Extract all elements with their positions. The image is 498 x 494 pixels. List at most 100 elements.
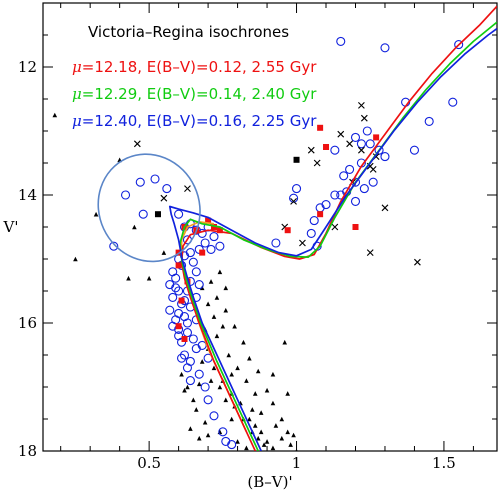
triangle-point (291, 432, 296, 438)
cross-point (358, 146, 365, 154)
triangle-point (211, 365, 217, 371)
triangle-point (235, 365, 240, 371)
red-square-point (199, 249, 206, 256)
triangle-point (220, 323, 226, 329)
triangle-point (132, 224, 137, 230)
open-circle-point (191, 267, 201, 277)
cross-point (414, 258, 421, 266)
triangle-point (223, 397, 229, 403)
isochrone-line-orange (180, 221, 248, 433)
open-circle-point (185, 376, 195, 386)
triangle-point (208, 279, 214, 284)
triangle-point (255, 368, 261, 374)
open-circle-point (138, 209, 148, 219)
red-square-point (205, 217, 212, 224)
legend-green: μ=12.29, E(B–V)=0.14, 2.40 Gyr (72, 85, 317, 103)
open-circle-point (150, 174, 160, 184)
legend-blue: μ=12.40, E(B–V)=0.16, 2.25 Gyr (72, 112, 317, 130)
red-square-point (181, 336, 188, 342)
cross-point (290, 198, 297, 205)
open-circle-point (206, 244, 216, 254)
y-tick-label: 18 (18, 442, 37, 460)
open-circle-point (380, 152, 390, 162)
red-square-point (323, 144, 330, 150)
cross-point (160, 194, 168, 202)
open-circle-point (203, 395, 213, 405)
open-circle-point (209, 232, 219, 242)
open-circle-point (165, 305, 175, 315)
triangle-point (223, 307, 229, 313)
triangle-point (217, 429, 223, 435)
open-circle-point (188, 334, 198, 344)
triangle-point (261, 442, 267, 447)
triangle-point (244, 378, 249, 383)
cross-point (299, 239, 306, 247)
triangle-point (126, 275, 131, 281)
red-square-point (373, 134, 380, 141)
open-circle-point (330, 145, 340, 155)
open-circle-point (174, 286, 184, 296)
legend-blue-mu: μ (72, 112, 82, 130)
triangle-point (191, 397, 196, 403)
red-square-point (317, 124, 324, 131)
triangle-point (235, 439, 240, 444)
open-circle-point (174, 331, 184, 341)
open-circle-point (306, 228, 316, 238)
open-circle-point (454, 40, 464, 50)
open-circle-point (179, 350, 190, 360)
triangle-point (229, 371, 234, 377)
open-circle-point (339, 171, 349, 181)
open-circle-point (336, 36, 346, 46)
triangle-point (146, 275, 152, 281)
triangle-point (258, 429, 264, 435)
cross-point (307, 146, 315, 154)
triangle-point (241, 339, 246, 345)
open-circle-point (368, 177, 378, 187)
open-circle-point (120, 190, 131, 200)
open-circle-point (345, 164, 355, 174)
open-circle-point (174, 308, 184, 318)
legend-green-mu: μ (72, 85, 82, 103)
triangle-point (244, 445, 249, 451)
open-circle-point (185, 356, 195, 366)
open-circle-point (359, 184, 369, 194)
cross-point (366, 249, 374, 256)
triangle-point (208, 378, 214, 383)
triangle-point (211, 314, 217, 319)
chart-title: Victoria–Regina isochrones (88, 23, 289, 41)
triangle-point (250, 407, 255, 412)
black-square-point (293, 156, 300, 163)
open-circle-point (177, 353, 187, 363)
black-square-point (154, 211, 161, 218)
legend-green-text: =12.29, E(B–V)=0.14, 2.40 Gyr (82, 85, 317, 103)
cross-point (346, 140, 353, 148)
triangle-point (258, 410, 264, 415)
triangle-point (279, 435, 285, 441)
triangle-point (73, 256, 78, 262)
open-circle-point (291, 184, 302, 194)
triangle-point (295, 448, 298, 451)
triangle-point (226, 352, 232, 358)
triangle-point (193, 407, 199, 412)
open-circle-point (221, 436, 231, 446)
open-circle-point (191, 344, 201, 354)
triangle-point (270, 400, 276, 406)
isochrone-line-green (179, 21, 497, 451)
triangle-point (270, 445, 276, 451)
axes: 0.5 1 1.5 12 14 16 18 (18, 3, 497, 472)
open-circle-point (200, 382, 210, 392)
triangle-point (214, 295, 220, 300)
triangle-point (217, 269, 223, 275)
triangle-point (217, 384, 223, 390)
triangle-point (252, 423, 258, 428)
cross-point (358, 102, 365, 109)
open-circle-point (289, 193, 299, 203)
triangle-point (202, 419, 208, 425)
open-circle-point (109, 241, 119, 251)
x-tick-label: 1 (292, 454, 302, 472)
triangle-point (288, 442, 293, 447)
open-circle-point (330, 190, 340, 200)
triangle-point (185, 384, 190, 390)
open-circle-point (171, 283, 181, 293)
